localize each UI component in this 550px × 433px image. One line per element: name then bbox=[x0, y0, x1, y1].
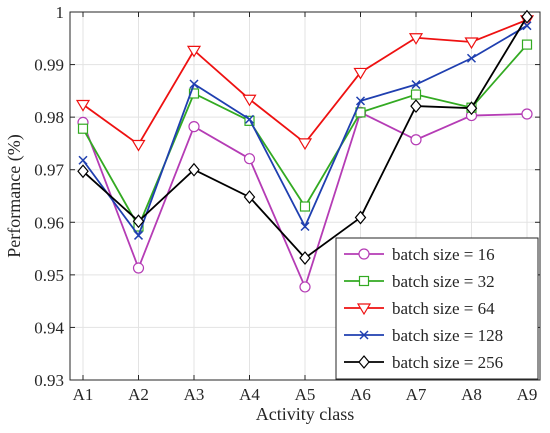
x-tick-label: A4 bbox=[239, 385, 260, 404]
data-point-x bbox=[359, 330, 369, 340]
data-point-triangle bbox=[186, 45, 202, 58]
x-axis-label: Activity class bbox=[256, 404, 354, 424]
data-point-diamond bbox=[132, 214, 145, 229]
x-marker-stroke bbox=[411, 80, 421, 90]
data-point-x bbox=[78, 155, 88, 165]
x-tick-label: A2 bbox=[128, 385, 149, 404]
data-point-x bbox=[133, 230, 144, 240]
data-point-x bbox=[522, 21, 532, 31]
data-point-circle bbox=[299, 281, 311, 293]
data-point-circle bbox=[132, 262, 145, 274]
x-marker-stroke bbox=[466, 53, 477, 63]
data-point-diamond bbox=[465, 101, 478, 116]
data-point-triangle bbox=[408, 33, 424, 45]
legend-label: batch size = 32 bbox=[392, 272, 495, 291]
data-point-triangle bbox=[131, 139, 146, 152]
legend-entry: batch size = 128 bbox=[344, 326, 503, 345]
data-point-diamond bbox=[358, 355, 370, 369]
data-point-diamond bbox=[77, 164, 89, 179]
data-point-triangle bbox=[242, 94, 257, 107]
data-point-square bbox=[521, 39, 533, 50]
data-point-x bbox=[300, 221, 310, 232]
legend-label: batch size = 16 bbox=[392, 245, 495, 264]
data-point-diamond bbox=[521, 9, 533, 24]
y-tick-label: 0.93 bbox=[34, 371, 64, 390]
legend: batch size = 16 batch size = 32 batch size… bbox=[335, 237, 539, 380]
data-point-square bbox=[410, 89, 422, 100]
x-axis-ticks: A1 A2 A3 A4 A5 A6 A7 A8 A9 bbox=[73, 12, 538, 404]
x-marker-stroke bbox=[244, 114, 255, 124]
series-line bbox=[77, 9, 533, 265]
data-point-diamond bbox=[354, 210, 367, 225]
x-marker-stroke bbox=[355, 96, 366, 106]
x-marker-stroke bbox=[189, 79, 199, 89]
legend-label: batch size = 256 bbox=[392, 353, 503, 372]
y-tick-label: 0.94 bbox=[34, 318, 64, 337]
y-tick-label: 1 bbox=[56, 3, 65, 22]
y-axis-ticks: 0.93 0.94 0.95 0.96 0.97 0.98 0.99 1 bbox=[34, 3, 540, 390]
data-point-diamond bbox=[299, 251, 311, 265]
data-point-triangle bbox=[297, 138, 313, 151]
legend-entry: batch size = 64 bbox=[344, 299, 495, 318]
y-tick-label: 0.97 bbox=[34, 161, 64, 180]
x-tick-label: A8 bbox=[461, 385, 482, 404]
x-marker-stroke bbox=[133, 230, 144, 240]
data-point-diamond bbox=[188, 162, 200, 177]
y-tick-label: 0.96 bbox=[34, 213, 64, 232]
data-point-circle bbox=[410, 134, 422, 146]
data-point-x bbox=[189, 79, 199, 89]
data-point-triangle bbox=[353, 67, 368, 80]
x-tick-label: A6 bbox=[350, 385, 371, 404]
legend-entry: batch size = 256 bbox=[344, 353, 503, 372]
x-tick-label: A9 bbox=[517, 385, 538, 404]
x-marker-stroke bbox=[78, 155, 88, 165]
data-point-diamond bbox=[410, 99, 422, 114]
data-point-circle bbox=[521, 108, 533, 120]
legend-label: batch size = 64 bbox=[392, 299, 495, 318]
data-point-square bbox=[77, 123, 89, 134]
legend-entry: batch size = 16 bbox=[344, 245, 495, 264]
legend-entry: batch size = 32 bbox=[344, 272, 495, 291]
data-point-x bbox=[244, 114, 255, 124]
series-group bbox=[75, 9, 535, 293]
data-point-square bbox=[188, 88, 200, 99]
data-point-square bbox=[358, 275, 370, 287]
data-point-x bbox=[355, 96, 366, 106]
x-tick-label: A7 bbox=[406, 385, 427, 404]
series-line bbox=[78, 21, 532, 240]
x-tick-label: A3 bbox=[184, 385, 205, 404]
data-point-triangle bbox=[356, 303, 372, 316]
y-tick-label: 0.98 bbox=[34, 108, 64, 127]
data-point-circle bbox=[243, 153, 256, 165]
data-point-square bbox=[299, 201, 311, 212]
x-tick-label: A1 bbox=[73, 385, 94, 404]
y-axis-label: Performance (%) bbox=[4, 134, 25, 257]
data-point-circle bbox=[358, 248, 370, 260]
legend-label: batch size = 128 bbox=[392, 326, 503, 345]
data-point-x bbox=[411, 80, 421, 90]
x-marker-stroke bbox=[359, 330, 369, 340]
y-tick-label: 0.95 bbox=[34, 266, 64, 285]
x-tick-label: A5 bbox=[295, 385, 316, 404]
x-marker-stroke bbox=[300, 221, 310, 232]
data-point-triangle bbox=[464, 37, 479, 50]
x-marker-stroke bbox=[522, 21, 532, 31]
y-tick-label: 0.99 bbox=[34, 56, 64, 75]
data-point-diamond bbox=[243, 190, 256, 204]
data-point-x bbox=[466, 53, 477, 63]
data-point-circle bbox=[188, 121, 200, 133]
data-point-triangle bbox=[75, 99, 91, 112]
